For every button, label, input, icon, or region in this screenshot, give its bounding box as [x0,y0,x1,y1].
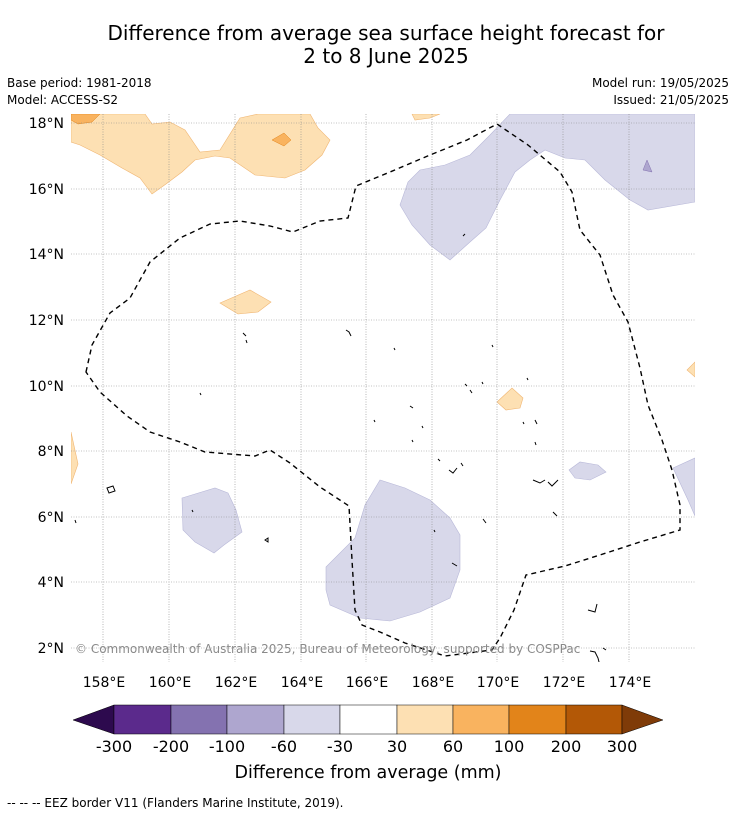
colorbar-tick-labels: -300 -200 -100 -60 -30 30 60 100 200 300 [96,737,637,756]
coastline [199,392,202,396]
title-line-2: 2 to 8 June 2025 [303,44,469,68]
coastline [491,344,494,348]
colorbar-bin [565,704,623,735]
coastline [242,332,248,344]
anomaly-region-4n [325,479,461,622]
chart-title: Difference from average sea surface heig… [0,22,736,68]
lat-tick-label: 12°N [29,313,64,329]
positive-anomaly-regions [71,114,695,485]
model-name: Model: ACCESS-S2 [7,93,119,107]
colorbar-bin [113,704,172,735]
lon-tick-label: 170°E [477,675,520,691]
lon-tick-label: 160°E [149,675,192,691]
coastline [587,603,600,662]
anomaly-region-ne [399,114,695,261]
colorbar-tick-label: 300 [607,737,638,756]
anomaly-region-7n [568,461,607,481]
colorbar-bin [452,704,510,735]
colorbar-bin [170,704,228,735]
coastline [106,485,116,494]
coastline [433,529,458,567]
coastline [482,511,558,524]
colorbar-label: Difference from average (mm) [234,763,501,783]
coastline [264,537,269,543]
colorbar-tick-label: 100 [494,737,525,756]
coastline [345,329,352,337]
lat-tick-label: 16°N [29,182,64,198]
lon-tick-label: 162°E [215,675,258,691]
coastline [373,377,529,423]
colorbar-tick-label: -300 [96,737,132,756]
coastlines [74,233,607,662]
colorbar-extend-high [621,704,664,735]
anomaly-region-nw [71,114,331,195]
eez-border-legend: -- -- -- EEZ border V11 (Flanders Marine… [7,796,344,810]
lat-tick-label: 6°N [38,510,64,526]
anomaly-region-orange-small [271,132,292,147]
anomaly-region-5n [181,487,243,554]
coastline [462,233,466,237]
anomaly-region-10n [496,387,524,411]
coastline [522,419,538,446]
anomaly-region-west-edge [71,431,79,485]
model-run: Model run: 19/05/2025 [591,76,729,90]
coastline [532,479,559,487]
lat-tick-label: 14°N [29,247,64,263]
coastline [74,509,194,524]
coastline [409,405,424,443]
lon-tick-label: 174°E [609,675,652,691]
lon-tick-label: 158°E [83,675,126,691]
map-area [71,114,695,662]
lon-tick-label: 166°E [346,675,389,691]
coastline [393,347,396,351]
base-period: Base period: 1981-2018 [7,76,152,90]
coastline [437,458,464,474]
issued-date: Issued: 21/05/2025 [613,93,729,107]
anomaly-region-top [411,114,441,121]
colorbar-bin [226,704,285,735]
copyright-notice: © Commonwealth of Australia 2025, Bureau… [75,642,580,656]
colorbar-extend-low [72,704,115,735]
colorbar-tick-label: -30 [327,737,353,756]
lon-tick-labels: 158°E 160°E 162°E 164°E 166°E 168°E 170°… [83,675,652,691]
anomaly-region-east [672,457,695,517]
lon-tick-label: 172°E [543,675,586,691]
coastline [602,647,607,651]
lat-tick-label: 4°N [38,575,64,591]
colorbar-tick-label: -200 [153,737,189,756]
lon-tick-label: 168°E [412,675,455,691]
graticule [71,114,695,662]
lat-tick-label: 18°N [29,116,64,132]
colorbar-tick-label: -60 [271,737,297,756]
negative-anomaly-regions [181,114,695,622]
lat-tick-label: 8°N [38,444,64,460]
colorbar-bin [508,704,567,735]
colorbar [72,704,664,735]
anomaly-region-east-edge [686,361,695,378]
colorbar-bin [283,704,341,735]
colorbar-tick-label: -100 [209,737,245,756]
coastline [464,381,484,394]
colorbar-tick-label: 30 [387,737,407,756]
lat-tick-labels: 2°N 4°N 6°N 8°N 10°N 12°N 14°N 16°N 18°N [29,116,64,657]
colorbar-bin [339,704,398,735]
colorbar-bin [396,704,454,735]
colorbar-tick-label: 200 [551,737,582,756]
colorbar-tick-label: 60 [443,737,463,756]
eez-border [85,123,681,657]
title-line-1: Difference from average sea surface heig… [107,21,665,45]
anomaly-region-lavender-dot [642,159,653,173]
anomaly-region-orange-corner [71,114,101,125]
lat-tick-label: 10°N [29,379,64,395]
lat-tick-label: 2°N [38,641,64,657]
anomaly-region-12n [219,289,272,315]
meta-right: Model run: 19/05/2025 Issued: 21/05/2025 [592,75,729,109]
meta-left: Base period: 1981-2018 Model: ACCESS-S2 [7,75,152,109]
lon-tick-label: 164°E [281,675,324,691]
